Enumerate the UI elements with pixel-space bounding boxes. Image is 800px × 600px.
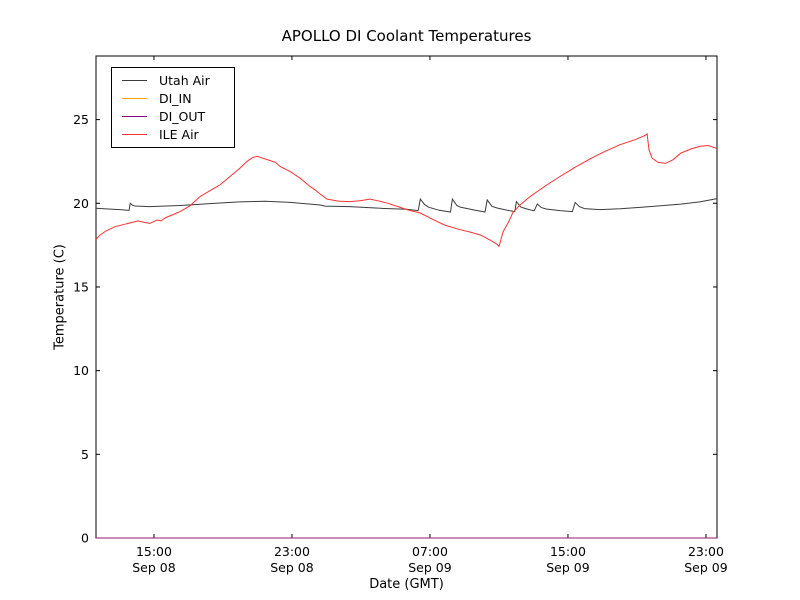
y-tick-label: 20 [73,196,89,211]
legend-line-swatch [122,116,147,117]
legend-label: ILE Air [159,127,199,142]
y-tick-label: 25 [73,112,89,127]
x-tick-label-date: Sep 09 [408,560,451,575]
legend-item-utah-air: Utah Air [122,72,230,89]
x-tick-label-date: Sep 09 [684,560,727,575]
x-tick-label-date: Sep 08 [132,560,175,575]
legend-label: DI_OUT [159,109,206,124]
legend-label: Utah Air [159,73,210,88]
x-tick-label-date: Sep 08 [270,560,313,575]
legend-label: DI_IN [159,91,192,106]
y-tick-label: 10 [73,363,89,378]
chart-title: APOLLO DI Coolant Temperatures [281,27,532,45]
legend-line-swatch [122,98,147,99]
series-line-ile-air [95,132,718,248]
x-tick-label-date: Sep 09 [546,560,589,575]
x-tick-label-time: 15:00 [550,544,586,559]
legend-line-swatch [122,80,147,81]
y-tick-label: 5 [81,447,89,462]
x-tick-label-time: 23:00 [688,544,724,559]
series-line-utah-air [95,197,718,213]
y-tick-label: 0 [81,531,89,546]
y-tick-label: 15 [73,279,89,294]
legend-item-di-in: DI_IN [122,90,230,107]
x-tick-label-time: 07:00 [412,544,448,559]
legend: Utah Air DI_IN DI_OUT ILE Air [111,67,235,148]
legend-line-swatch [122,134,147,135]
legend-item-ile-air: ILE Air [122,126,230,143]
x-tick-label-time: 15:00 [136,544,172,559]
x-axis-label: Date (GMT) [369,577,444,592]
legend-item-di-out: DI_OUT [122,108,230,125]
x-tick-label-time: 23:00 [274,544,310,559]
